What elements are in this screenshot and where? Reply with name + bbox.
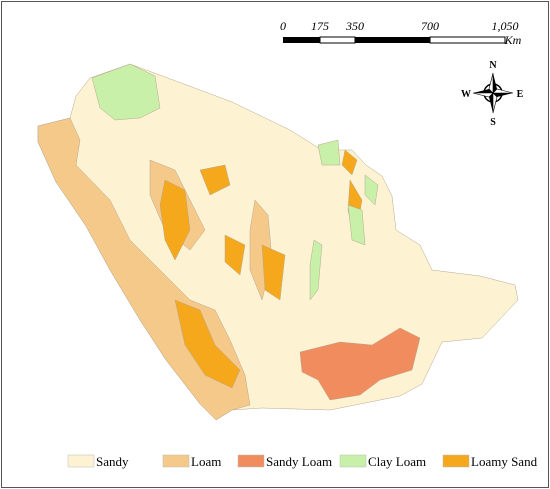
compass-w: W: [461, 89, 471, 100]
compass: N S E W: [461, 60, 524, 128]
scale-segment: [319, 36, 356, 44]
legend: Sandy Loam Sandy Loam Clay Loam Loamy Sand: [67, 454, 538, 469]
compass-n: N: [489, 60, 497, 71]
region-loamy-sand: [341, 149, 358, 176]
compass-s: S: [490, 117, 496, 128]
scale-label: 175: [311, 19, 329, 33]
legend-label: Sandy: [96, 454, 129, 469]
scale-unit: Km: [504, 33, 522, 47]
region-loamy-sand: [159, 179, 191, 261]
region-clay-loam: [317, 139, 341, 166]
region-clay-loam: [91, 63, 161, 121]
legend-label: Loam: [191, 454, 221, 469]
scale-bar: Km 0 175 350 700 1,050: [280, 19, 522, 47]
scale-label: 350: [345, 19, 364, 33]
scale-segment: [355, 37, 430, 43]
region-clay-loam: [309, 239, 323, 301]
region-sandy-loam: [299, 327, 421, 401]
soil-map: [37, 63, 519, 421]
legend-swatch: [162, 454, 190, 468]
scale-label: 1,050: [492, 19, 519, 33]
legend-label: Loamy Sand: [471, 454, 538, 469]
compass-e: E: [517, 89, 524, 100]
region-clay-loam: [364, 174, 379, 206]
legend-swatch: [67, 454, 95, 468]
region-loamy-sand: [174, 299, 241, 389]
region-loamy-sand: [224, 234, 246, 276]
scale-label: 0: [280, 19, 286, 33]
region-clay-loam: [347, 204, 366, 246]
legend-swatch: [237, 454, 265, 468]
scale-segment: [429, 36, 506, 44]
legend-swatch: [442, 454, 470, 468]
region-loamy-sand: [199, 164, 231, 196]
legend-label: Sandy Loam: [266, 454, 332, 469]
legend-swatch: [339, 454, 367, 468]
scale-segment: [283, 37, 320, 43]
scale-label: 700: [421, 19, 439, 33]
legend-label: Clay Loam: [368, 454, 426, 469]
region-loamy-sand: [261, 244, 286, 301]
